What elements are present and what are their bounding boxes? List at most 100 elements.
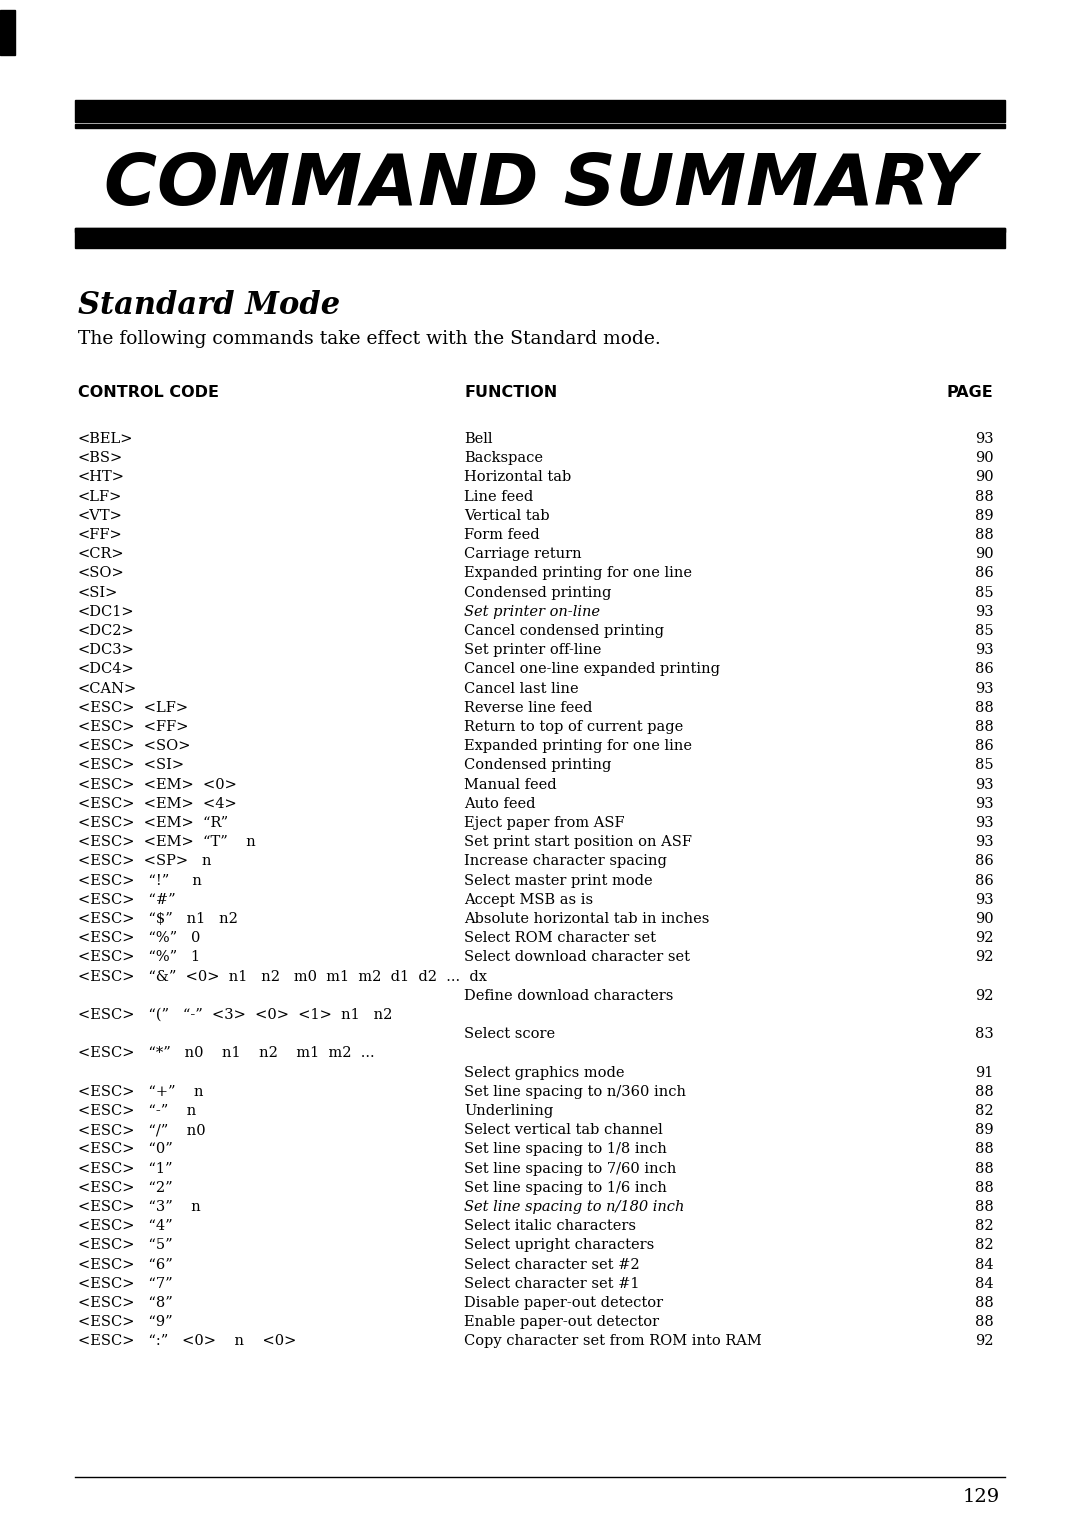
Text: <ESC>   “$”   n1   n2: <ESC> “$” n1 n2 xyxy=(78,912,238,926)
Text: <BS>: <BS> xyxy=(78,451,123,465)
Text: 93: 93 xyxy=(975,605,994,619)
Text: Increase character spacing: Increase character spacing xyxy=(464,854,667,868)
Text: <ESC>   “:”   <0>    n    <0>: <ESC> “:” <0> n <0> xyxy=(78,1334,296,1348)
Text: <ESC>   “2”: <ESC> “2” xyxy=(78,1180,173,1194)
Text: <ESC>  <SP>   n: <ESC> <SP> n xyxy=(78,854,212,868)
Text: Accept MSB as is: Accept MSB as is xyxy=(464,892,594,907)
Text: <ESC>  <EM>  <0>: <ESC> <EM> <0> xyxy=(78,778,237,791)
Text: 88: 88 xyxy=(975,1084,994,1100)
Text: Cancel one-line expanded printing: Cancel one-line expanded printing xyxy=(464,662,720,677)
Text: <ESC>   “1”: <ESC> “1” xyxy=(78,1162,173,1176)
Text: 92: 92 xyxy=(975,1334,994,1348)
Text: CONTROL CODE: CONTROL CODE xyxy=(78,384,219,400)
Text: Underlining: Underlining xyxy=(464,1104,554,1118)
Text: <HT>: <HT> xyxy=(78,470,125,485)
Text: Select download character set: Select download character set xyxy=(464,950,690,964)
Text: <DC4>: <DC4> xyxy=(78,662,135,677)
Text: The following commands take effect with the Standard mode.: The following commands take effect with … xyxy=(78,329,661,348)
Text: COMMAND SUMMARY: COMMAND SUMMARY xyxy=(105,151,975,220)
Text: 93: 93 xyxy=(975,892,994,907)
Text: <ESC>  <SI>: <ESC> <SI> xyxy=(78,758,184,772)
Text: 90: 90 xyxy=(975,470,994,485)
Text: Select graphics mode: Select graphics mode xyxy=(464,1066,625,1080)
Text: Carriage return: Carriage return xyxy=(464,547,582,561)
Text: Horizontal tab: Horizontal tab xyxy=(464,470,571,485)
Text: 92: 92 xyxy=(975,932,994,946)
Text: <BEL>: <BEL> xyxy=(78,432,134,445)
Text: 89: 89 xyxy=(975,509,994,523)
Text: <ESC>  <LF>: <ESC> <LF> xyxy=(78,702,188,715)
Text: <FF>: <FF> xyxy=(78,528,123,541)
Text: 88: 88 xyxy=(975,1180,994,1194)
Text: PAGE: PAGE xyxy=(947,384,994,400)
Text: 88: 88 xyxy=(975,702,994,715)
Text: 88: 88 xyxy=(975,1315,994,1330)
Bar xyxy=(75,229,1005,232)
Text: 88: 88 xyxy=(975,528,994,541)
Text: 93: 93 xyxy=(975,682,994,695)
Text: <ESC>  <EM>  <4>: <ESC> <EM> <4> xyxy=(78,796,237,811)
Text: Set line spacing to n/180 inch: Set line spacing to n/180 inch xyxy=(464,1200,685,1214)
Text: Condensed printing: Condensed printing xyxy=(464,586,611,599)
Text: <ESC>  <FF>: <ESC> <FF> xyxy=(78,720,189,734)
Text: <SI>: <SI> xyxy=(78,586,119,599)
Text: 88: 88 xyxy=(975,1142,994,1156)
Text: Set printer off-line: Set printer off-line xyxy=(464,644,602,657)
Text: Cancel condensed printing: Cancel condensed printing xyxy=(464,624,664,637)
Text: 93: 93 xyxy=(975,796,994,811)
Text: Select character set #1: Select character set #1 xyxy=(464,1276,639,1290)
Text: Select italic characters: Select italic characters xyxy=(464,1218,636,1234)
Text: Absolute horizontal tab in inches: Absolute horizontal tab in inches xyxy=(464,912,710,926)
Text: 84: 84 xyxy=(975,1258,994,1272)
Text: Select score: Select score xyxy=(464,1028,555,1042)
Text: 88: 88 xyxy=(975,1296,994,1310)
Text: <ESC>   “+”    n: <ESC> “+” n xyxy=(78,1084,203,1100)
Text: 82: 82 xyxy=(975,1238,994,1252)
Text: FUNCTION: FUNCTION xyxy=(464,384,557,400)
Text: Set print start position on ASF: Set print start position on ASF xyxy=(464,836,692,849)
Text: Disable paper-out detector: Disable paper-out detector xyxy=(464,1296,663,1310)
Text: Select upright characters: Select upright characters xyxy=(464,1238,654,1252)
Text: <LF>: <LF> xyxy=(78,490,122,503)
Text: 92: 92 xyxy=(975,988,994,1003)
Text: 89: 89 xyxy=(975,1124,994,1138)
Text: 93: 93 xyxy=(975,816,994,830)
Text: 85: 85 xyxy=(975,586,994,599)
Text: 88: 88 xyxy=(975,720,994,734)
Text: Bell: Bell xyxy=(464,432,492,445)
Text: <VT>: <VT> xyxy=(78,509,123,523)
Bar xyxy=(75,124,1005,128)
Text: 86: 86 xyxy=(975,662,994,677)
Text: 93: 93 xyxy=(975,836,994,849)
Text: Return to top of current page: Return to top of current page xyxy=(464,720,684,734)
Text: <CAN>: <CAN> xyxy=(78,682,137,695)
Text: <DC2>: <DC2> xyxy=(78,624,135,637)
Text: Select master print mode: Select master print mode xyxy=(464,874,653,888)
Text: Set line spacing to 7/60 inch: Set line spacing to 7/60 inch xyxy=(464,1162,677,1176)
Text: <DC1>: <DC1> xyxy=(78,605,135,619)
Text: 129: 129 xyxy=(962,1488,1000,1507)
Text: <ESC>  <EM>  “T”    n: <ESC> <EM> “T” n xyxy=(78,836,256,849)
Text: <ESC>  <SO>: <ESC> <SO> xyxy=(78,740,190,753)
Text: Copy character set from ROM into RAM: Copy character set from ROM into RAM xyxy=(464,1334,762,1348)
Text: Set line spacing to 1/8 inch: Set line spacing to 1/8 inch xyxy=(464,1142,667,1156)
Text: Line feed: Line feed xyxy=(464,490,534,503)
Bar xyxy=(0,11,15,55)
Text: 88: 88 xyxy=(975,490,994,503)
Text: <ESC>   “7”: <ESC> “7” xyxy=(78,1276,173,1290)
Text: <ESC>   “4”: <ESC> “4” xyxy=(78,1218,173,1234)
Text: <ESC>   “-”    n: <ESC> “-” n xyxy=(78,1104,197,1118)
Text: Set line spacing to 1/6 inch: Set line spacing to 1/6 inch xyxy=(464,1180,667,1194)
Text: Vertical tab: Vertical tab xyxy=(464,509,550,523)
Text: Manual feed: Manual feed xyxy=(464,778,557,791)
Text: Reverse line feed: Reverse line feed xyxy=(464,702,593,715)
Text: Enable paper-out detector: Enable paper-out detector xyxy=(464,1315,660,1330)
Text: 93: 93 xyxy=(975,432,994,445)
Text: <ESC>  <EM>  “R”: <ESC> <EM> “R” xyxy=(78,816,228,830)
Text: 85: 85 xyxy=(975,758,994,772)
Bar xyxy=(75,229,1005,249)
Text: Set printer on-line: Set printer on-line xyxy=(464,605,600,619)
Text: Condensed printing: Condensed printing xyxy=(464,758,611,772)
Text: <ESC>   “3”    n: <ESC> “3” n xyxy=(78,1200,201,1214)
Text: 86: 86 xyxy=(975,854,994,868)
